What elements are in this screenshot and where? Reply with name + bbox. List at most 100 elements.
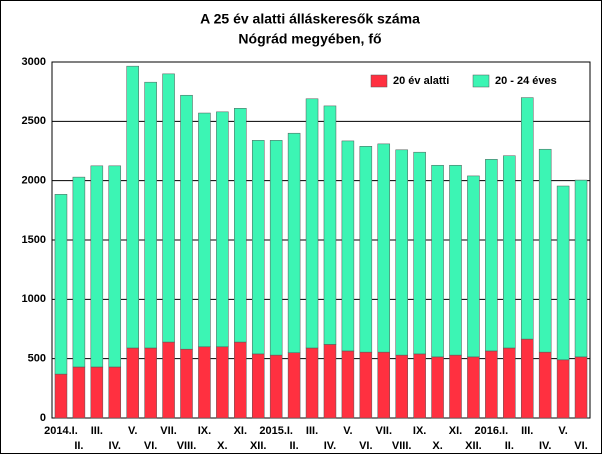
x-tick-label: IV. xyxy=(539,440,551,452)
x-tick-label: VII. xyxy=(160,425,177,437)
bar-segment xyxy=(305,98,319,349)
x-tick-label: XI. xyxy=(449,425,462,437)
y-tick-label: 2000 xyxy=(22,175,46,187)
bar-segment xyxy=(359,351,373,419)
bar-segment xyxy=(180,94,193,350)
bar-segment xyxy=(162,73,175,343)
x-tick-label: VIII. xyxy=(177,440,197,452)
bar-segment xyxy=(54,194,68,375)
bar-segment xyxy=(323,105,337,345)
x-tick-label: VI. xyxy=(144,440,157,452)
x-tick-label: XI. xyxy=(234,425,247,437)
bar-segment xyxy=(467,175,480,358)
x-tick-label: XII. xyxy=(465,440,482,452)
bar-segment xyxy=(431,356,444,419)
bar-segment xyxy=(574,356,588,419)
x-tick-label: 2016.I. xyxy=(475,425,509,437)
bar-segment xyxy=(90,165,104,368)
bar-segment xyxy=(323,344,337,419)
x-tick-label: II. xyxy=(505,440,514,452)
x-tick-label: IV. xyxy=(324,440,336,452)
x-tick-label: III. xyxy=(521,425,533,437)
bar-segment xyxy=(341,140,355,352)
bar-segment xyxy=(377,143,391,353)
x-tick-label: V. xyxy=(343,425,352,437)
x-tick-label: VI. xyxy=(574,440,587,452)
bar-segment xyxy=(126,347,139,419)
x-tick-label: IX. xyxy=(413,425,426,437)
chart-title: Nógrád megyében, fő xyxy=(238,31,381,47)
bar-segment xyxy=(108,165,122,368)
x-tick-label: X. xyxy=(432,440,442,452)
y-tick-label: 500 xyxy=(28,353,46,365)
x-tick-label: VII. xyxy=(376,425,393,437)
x-tick-label: V. xyxy=(128,425,137,437)
bar-segment xyxy=(72,176,86,368)
y-tick-label: 1000 xyxy=(22,293,46,305)
x-tick-label: III. xyxy=(306,425,318,437)
bar-segment xyxy=(72,366,86,419)
bar-segment xyxy=(251,140,265,355)
bar-segment xyxy=(144,347,157,419)
bar-segment xyxy=(556,359,570,419)
legend-swatch xyxy=(472,74,490,88)
x-tick-label: III. xyxy=(91,425,103,437)
bar-segment xyxy=(287,132,301,353)
bar-segment xyxy=(377,351,391,419)
bar-segment xyxy=(449,164,462,356)
bar-segment xyxy=(503,347,516,419)
bar-segment xyxy=(216,111,229,348)
legend-label: 20 - 24 éves xyxy=(495,75,557,87)
bar-segment xyxy=(359,146,373,353)
bar-segment xyxy=(144,81,157,349)
bar-segment xyxy=(126,65,139,349)
bar-segment xyxy=(485,159,498,352)
bar-segment xyxy=(305,347,319,419)
y-tick-label: 1500 xyxy=(22,234,46,246)
chart-title: A 25 év alatti álláskeresők száma xyxy=(200,11,420,27)
bar-segment xyxy=(269,140,283,356)
bar-segment xyxy=(556,185,570,361)
x-tick-label: II. xyxy=(290,440,299,452)
bar-segment xyxy=(234,108,247,343)
x-tick-label: VI. xyxy=(359,440,372,452)
bar-segment xyxy=(180,348,193,419)
bar-segment xyxy=(574,179,588,358)
bar-segment xyxy=(216,346,229,419)
bar-segment xyxy=(520,97,534,340)
bar-segment xyxy=(520,338,534,419)
bar-segment xyxy=(198,112,211,348)
bar-segment xyxy=(485,350,498,419)
y-tick-label: 2500 xyxy=(22,115,46,127)
bar-segment xyxy=(287,352,301,419)
bar-segment xyxy=(234,341,247,419)
bar-segment xyxy=(269,354,283,419)
bar-segment xyxy=(413,353,426,419)
bar-segment xyxy=(162,341,175,419)
bar-segment xyxy=(449,354,462,419)
x-tick-label: IX. xyxy=(198,425,211,437)
bar-segment xyxy=(108,366,122,419)
bar-segment xyxy=(251,353,265,419)
bar-segment xyxy=(395,354,408,419)
legend-swatch xyxy=(370,74,388,88)
bar-segment xyxy=(538,351,552,419)
bar-segment xyxy=(538,148,552,353)
y-tick-label: 3000 xyxy=(22,56,46,68)
bar-segment xyxy=(431,164,444,358)
x-tick-label: XII. xyxy=(250,440,267,452)
bar-segment xyxy=(198,346,211,419)
bar-segment xyxy=(413,151,426,355)
bar-segment xyxy=(90,366,104,419)
x-tick-label: 2014.I. xyxy=(44,425,78,437)
bar-segment xyxy=(503,155,516,349)
x-tick-label: VIII. xyxy=(392,440,412,452)
legend-label: 20 év alatti xyxy=(393,75,449,87)
bar-segment xyxy=(395,149,408,356)
bar-segment xyxy=(467,356,480,419)
x-tick-label: II. xyxy=(74,440,83,452)
bar-segment xyxy=(54,373,68,419)
x-tick-label: X. xyxy=(217,440,227,452)
x-tick-label: IV. xyxy=(109,440,121,452)
